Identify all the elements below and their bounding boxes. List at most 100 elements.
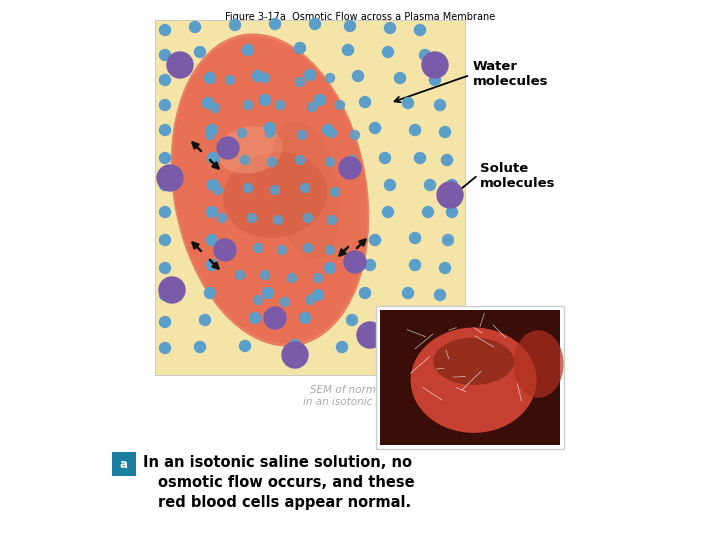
Bar — [376, 306, 564, 449]
Circle shape — [223, 244, 233, 253]
Circle shape — [437, 182, 463, 208]
Circle shape — [384, 179, 395, 191]
Text: osmotic flow occurs, and these: osmotic flow occurs, and these — [158, 475, 415, 490]
Circle shape — [210, 156, 220, 165]
Circle shape — [266, 129, 274, 138]
Circle shape — [207, 234, 217, 246]
Circle shape — [426, 316, 438, 327]
Circle shape — [351, 131, 359, 139]
Circle shape — [325, 73, 335, 83]
Circle shape — [307, 103, 317, 111]
Circle shape — [369, 234, 380, 246]
Circle shape — [253, 295, 263, 305]
Circle shape — [189, 22, 200, 32]
Circle shape — [402, 287, 413, 299]
Circle shape — [207, 206, 217, 218]
Circle shape — [297, 131, 307, 139]
Circle shape — [382, 46, 394, 57]
Circle shape — [344, 251, 366, 273]
Circle shape — [235, 271, 245, 280]
Circle shape — [300, 313, 310, 323]
Circle shape — [238, 129, 246, 138]
Circle shape — [276, 100, 284, 110]
Circle shape — [339, 157, 361, 179]
FancyArrowPatch shape — [192, 143, 201, 151]
Circle shape — [160, 289, 171, 300]
Circle shape — [243, 184, 253, 192]
Bar — [155, 20, 465, 375]
Text: In an isotonic saline solution, no: In an isotonic saline solution, no — [143, 455, 412, 470]
Circle shape — [240, 341, 251, 352]
Circle shape — [289, 340, 300, 350]
Circle shape — [336, 100, 344, 110]
Circle shape — [425, 179, 436, 191]
Circle shape — [369, 123, 380, 133]
Circle shape — [443, 234, 454, 246]
Bar — [380, 310, 560, 445]
Circle shape — [310, 18, 320, 30]
Text: Solute
molecules: Solute molecules — [480, 162, 556, 190]
Circle shape — [300, 184, 310, 192]
Circle shape — [390, 314, 400, 326]
Circle shape — [160, 24, 171, 36]
Circle shape — [312, 289, 323, 300]
Circle shape — [384, 23, 395, 33]
Circle shape — [446, 206, 457, 218]
Circle shape — [264, 123, 276, 133]
Circle shape — [434, 99, 446, 111]
Circle shape — [304, 213, 312, 222]
Circle shape — [402, 98, 413, 109]
Ellipse shape — [410, 328, 536, 433]
Circle shape — [422, 52, 448, 78]
Ellipse shape — [270, 121, 340, 259]
Circle shape — [243, 44, 253, 56]
Circle shape — [313, 273, 323, 282]
Circle shape — [328, 215, 336, 225]
Circle shape — [434, 289, 446, 300]
Circle shape — [259, 94, 271, 105]
Circle shape — [346, 314, 358, 326]
Circle shape — [207, 179, 218, 191]
Circle shape — [359, 97, 371, 107]
FancyArrowPatch shape — [357, 240, 366, 248]
Circle shape — [441, 154, 452, 165]
Circle shape — [160, 262, 171, 273]
Circle shape — [159, 277, 185, 303]
Circle shape — [415, 152, 426, 164]
Circle shape — [410, 125, 420, 136]
Circle shape — [202, 98, 214, 109]
Circle shape — [274, 215, 282, 225]
Ellipse shape — [173, 37, 367, 343]
Text: SEM of normal RBC
in an isotonic solution: SEM of normal RBC in an isotonic solutio… — [303, 385, 417, 407]
Text: Water
molecules: Water molecules — [473, 60, 549, 88]
Circle shape — [230, 19, 240, 30]
Circle shape — [410, 260, 420, 271]
Circle shape — [261, 73, 269, 83]
Circle shape — [277, 246, 287, 254]
Circle shape — [281, 298, 289, 307]
Circle shape — [353, 71, 364, 82]
Circle shape — [343, 44, 354, 56]
Circle shape — [214, 186, 222, 194]
Circle shape — [330, 187, 340, 197]
Circle shape — [261, 271, 269, 280]
FancyArrowPatch shape — [192, 242, 201, 251]
Circle shape — [268, 158, 276, 166]
FancyArrowPatch shape — [210, 160, 218, 168]
Circle shape — [379, 342, 390, 354]
Circle shape — [199, 314, 210, 326]
Circle shape — [415, 24, 426, 36]
Text: Figure 3-17a  Osmotic Flow across a Plasma Membrane: Figure 3-17a Osmotic Flow across a Plasm… — [225, 12, 495, 22]
Text: red blood cells appear normal.: red blood cells appear normal. — [158, 495, 411, 510]
Text: a: a — [120, 457, 128, 470]
Ellipse shape — [433, 338, 514, 385]
Circle shape — [325, 246, 335, 254]
Circle shape — [204, 287, 215, 299]
Circle shape — [205, 131, 215, 139]
Circle shape — [160, 234, 171, 246]
Circle shape — [253, 244, 263, 253]
Circle shape — [207, 125, 217, 136]
Circle shape — [250, 313, 261, 323]
Circle shape — [364, 260, 376, 271]
Circle shape — [160, 206, 171, 218]
